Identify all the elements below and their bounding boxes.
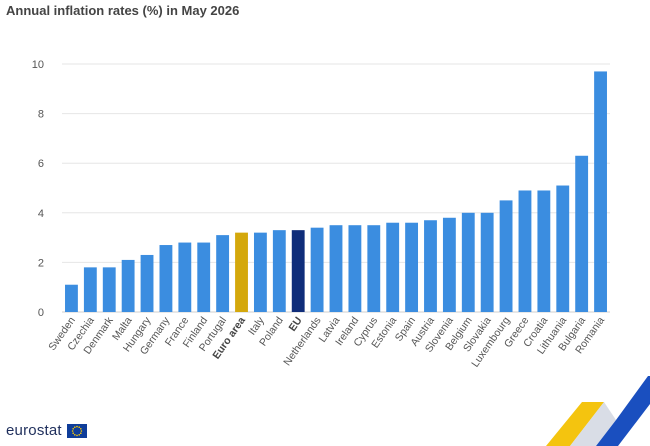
chart-title: Annual inflation rates (%) in May 2026 bbox=[6, 3, 240, 18]
bar-czechia bbox=[83, 267, 97, 312]
bar-euro-area bbox=[235, 232, 248, 312]
bar-denmark bbox=[102, 267, 116, 312]
bar-greece bbox=[518, 190, 532, 312]
y-tick-label: 4 bbox=[38, 208, 44, 220]
eu-flag-icon bbox=[66, 423, 87, 438]
bar-portugal bbox=[216, 235, 230, 312]
bar-france bbox=[178, 242, 192, 312]
bar-chart: 0 2 4 6 8 10 SwedenCzechiaDenmarkMaltaHungary… bbox=[32, 59, 610, 370]
bar-croatia bbox=[537, 190, 551, 312]
bar-hungary bbox=[140, 254, 154, 312]
y-axis-ticks: 0 2 4 6 8 10 bbox=[32, 59, 44, 319]
bar-bulgaria bbox=[575, 155, 589, 312]
bar-estonia bbox=[386, 222, 400, 312]
bar-latvia bbox=[329, 225, 343, 312]
bar-romania bbox=[594, 71, 607, 312]
brand-name: eurostat bbox=[6, 422, 62, 439]
bar-lithuania bbox=[556, 185, 570, 312]
bar-eu bbox=[291, 230, 305, 312]
eurostat-logo: eurostat bbox=[6, 422, 87, 439]
bar-finland bbox=[197, 242, 211, 312]
bar-germany bbox=[159, 245, 173, 312]
bar-italy bbox=[253, 232, 267, 312]
y-tick-label: 6 bbox=[38, 158, 44, 170]
y-tick-label: 0 bbox=[38, 307, 44, 319]
bar-austria bbox=[424, 220, 437, 312]
bar-slovakia bbox=[480, 212, 494, 312]
corner-ribbon-decoration bbox=[546, 376, 650, 446]
bar-netherlands bbox=[310, 227, 324, 312]
bar-spain bbox=[405, 222, 419, 312]
y-tick-label: 2 bbox=[38, 257, 44, 269]
bar-ireland bbox=[348, 225, 362, 312]
bar-sweden bbox=[65, 284, 78, 312]
bar-luxembourg bbox=[499, 200, 513, 312]
bars bbox=[65, 71, 607, 312]
bar-poland bbox=[272, 230, 286, 312]
bar-belgium bbox=[461, 212, 475, 312]
y-tick-label: 8 bbox=[38, 109, 44, 121]
y-tick-label: 10 bbox=[32, 59, 44, 71]
bar-slovenia bbox=[442, 217, 456, 312]
bar-cyprus bbox=[367, 225, 381, 312]
bar-malta bbox=[121, 259, 135, 312]
x-axis-labels: SwedenCzechiaDenmarkMaltaHungaryGermanyF… bbox=[46, 314, 607, 369]
